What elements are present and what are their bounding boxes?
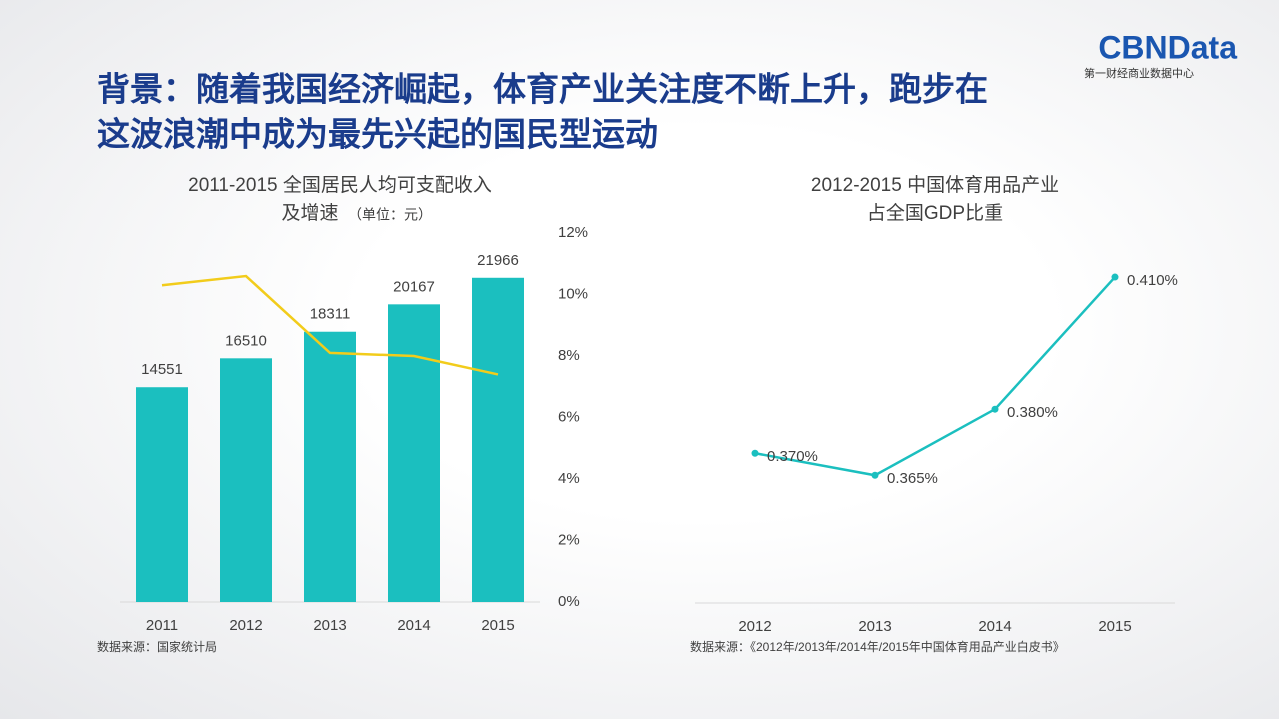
y2-tick-label: 10%	[558, 285, 588, 302]
y2-tick-label: 4%	[558, 470, 580, 487]
chart-title: 2011-2015 全国居民人均可支配收入	[188, 174, 492, 196]
source: 数据来源：《2012年/2013年/2014年/2015年中国体育用品产业白皮书…	[690, 639, 1065, 654]
x-tick-label: 2011	[146, 617, 178, 634]
bar	[136, 387, 188, 602]
bar	[472, 277, 524, 602]
x-tick-label: 2012	[229, 617, 262, 634]
chart-title: 2012-2015 中国体育用品产业	[811, 174, 1059, 196]
point	[871, 471, 879, 479]
value-label: 0.410%	[1127, 272, 1178, 289]
chart-title: 占全国GDP比重	[867, 202, 1003, 224]
y2-tick-label: 12%	[558, 224, 588, 241]
point	[1111, 273, 1119, 281]
value-label: 16510	[225, 332, 267, 349]
bar	[388, 304, 440, 602]
chart-subtitle: （单位：元）	[348, 207, 432, 223]
y2-tick-label: 2%	[558, 531, 580, 548]
page-title: 这波浪潮中成为最先兴起的国民型运动	[97, 116, 658, 153]
x-tick-label: 2013	[313, 617, 346, 634]
source: 数据来源：国家统计局	[97, 639, 217, 654]
x-tick-label: 2014	[978, 618, 1011, 635]
x-tick-label: 2012	[738, 618, 771, 635]
point	[991, 405, 999, 413]
y2-tick-label: 6%	[558, 408, 580, 425]
value-label: 0.370%	[767, 448, 818, 465]
x-tick-label: 2015	[481, 617, 514, 634]
value-label: 18311	[310, 306, 351, 323]
page-title: 背景：随着我国经济崛起，体育产业关注度不断上升，跑步在	[97, 71, 988, 108]
x-tick-label: 2014	[397, 617, 430, 634]
line	[161, 274, 499, 376]
bar	[304, 331, 356, 602]
value-label: 0.365%	[887, 470, 938, 487]
x-tick-label: 2013	[858, 618, 891, 635]
y2-tick-label: 0%	[558, 593, 580, 610]
point	[751, 449, 759, 457]
value-label: 20167	[393, 278, 435, 295]
value-label: 0.380%	[1007, 404, 1058, 421]
y2-tick-label: 8%	[558, 347, 580, 364]
value-label: 21966	[477, 252, 519, 269]
line	[754, 276, 1116, 477]
chart-title: 及增速	[281, 202, 338, 224]
bar	[220, 358, 272, 602]
x-tick-label: 2015	[1098, 618, 1131, 635]
logo-subtitle: 第一财经商业数据中心	[1084, 66, 1194, 80]
logo: CBNData	[1098, 29, 1237, 65]
value-label: 14551	[141, 361, 183, 378]
